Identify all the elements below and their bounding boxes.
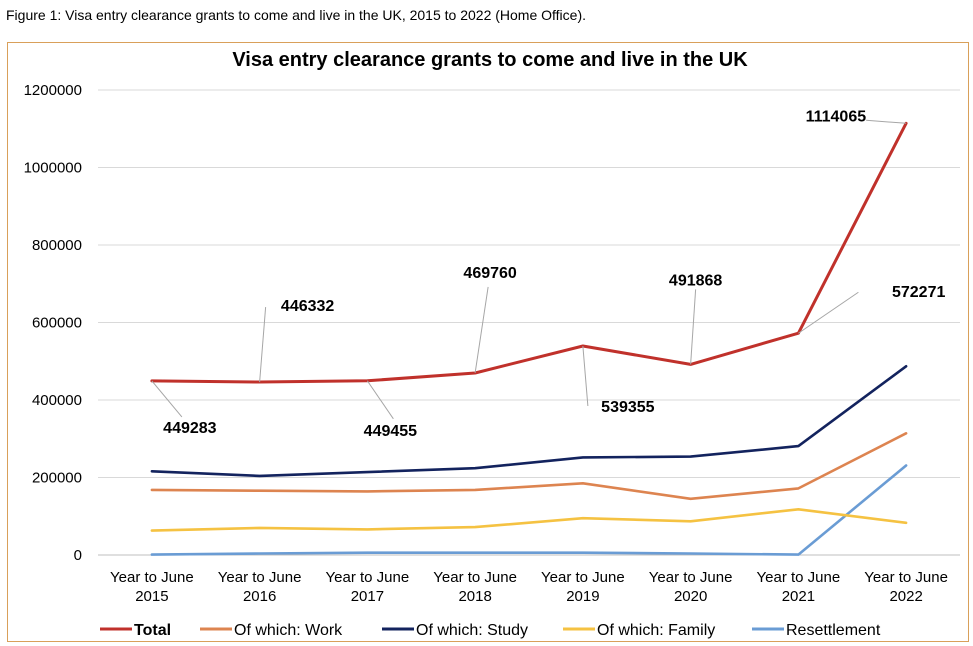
series-line-of-which-study [150, 364, 908, 478]
y-tick-label: 1200000 [24, 82, 82, 99]
x-tick-label-line: 2017 [351, 588, 384, 605]
y-tick-label: 0 [74, 547, 82, 564]
annotation-leader-line [474, 286, 489, 374]
x-tick-label-line: 2019 [566, 588, 599, 605]
x-tick-label: Year to June 2015 [110, 569, 194, 605]
annotation-leader-line [798, 291, 859, 334]
y-tick-label: 400000 [32, 392, 82, 409]
x-tick-label-line: 2016 [243, 588, 276, 605]
legend-label: Of which: Work [234, 622, 343, 639]
chart-frame [7, 42, 969, 642]
x-tick-label: Year to June 2018 [433, 569, 517, 605]
data-label-total: 1114065 [806, 108, 867, 125]
x-tick-label-line: 2018 [458, 588, 491, 605]
data-label-total: 491868 [669, 272, 722, 289]
series-line-resettlement [150, 464, 908, 556]
data-label-total: 449283 [163, 420, 216, 437]
annotation-leader-line [151, 380, 183, 418]
figure-caption: Figure 1: Visa entry clearance grants to… [6, 7, 587, 23]
series-line-of-which-work [150, 431, 908, 501]
annotation-leader-line [366, 380, 394, 420]
x-tick-label-line: 2021 [782, 588, 815, 605]
x-tick-label-line: Year to June [326, 569, 410, 586]
x-tick-label-line: Year to June [649, 569, 733, 586]
x-tick-label: Year to June 2017 [326, 569, 410, 605]
annotation-leader-line [582, 345, 589, 407]
x-tick-label: Year to June 2021 [757, 569, 841, 605]
x-tick-label: Year to June 2019 [541, 569, 625, 605]
x-tick-label: Year to June 2022 [864, 569, 948, 605]
x-tick-label-line: 2020 [674, 588, 707, 605]
legend-label: Resettlement [786, 622, 881, 639]
data-label-total: 539355 [601, 399, 654, 416]
y-tick-label: 600000 [32, 315, 82, 332]
x-tick-label-line: 2015 [135, 588, 168, 605]
data-label-total: 572271 [892, 284, 945, 301]
x-tick-label-line: Year to June [864, 569, 948, 586]
y-tick-label: 800000 [32, 237, 82, 254]
x-tick-label-line: Year to June [541, 569, 625, 586]
x-tick-label-line: 2022 [889, 588, 922, 605]
y-tick-label: 1000000 [24, 160, 82, 177]
x-tick-label-line: Year to June [757, 569, 841, 586]
annotation-leader-line [866, 119, 907, 124]
y-tick-label: 200000 [32, 470, 82, 487]
x-tick-label-line: Year to June [110, 569, 194, 586]
legend-label: Of which: Study [416, 622, 528, 639]
chart-title: Visa entry clearance grants to come and … [232, 49, 748, 71]
annotation-leader-line [259, 307, 267, 383]
x-tick-label-line: Year to June [218, 569, 302, 586]
annotation-leader-line [690, 289, 697, 365]
x-tick-label: Year to June 2016 [218, 569, 302, 605]
x-tick-label: Year to June 2020 [649, 569, 733, 605]
legend-label: Of which: Family [597, 622, 715, 639]
data-label-total: 446332 [281, 298, 334, 315]
series-line-total [150, 121, 908, 384]
legend-label: Total [134, 622, 171, 639]
data-label-total: 449455 [364, 423, 417, 440]
x-tick-label-line: Year to June [433, 569, 517, 586]
series-line-of-which-family [150, 507, 908, 532]
data-label-total: 469760 [463, 265, 516, 282]
